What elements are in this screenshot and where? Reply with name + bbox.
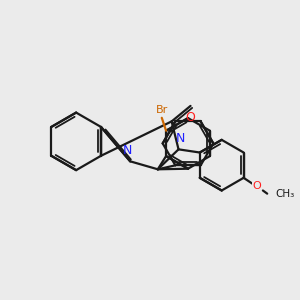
Text: Br: Br [156,106,168,116]
Text: CH₃: CH₃ [276,189,295,199]
Text: N: N [123,144,133,157]
Text: N: N [175,132,185,145]
Text: O: O [185,111,195,124]
Text: O: O [252,182,261,191]
